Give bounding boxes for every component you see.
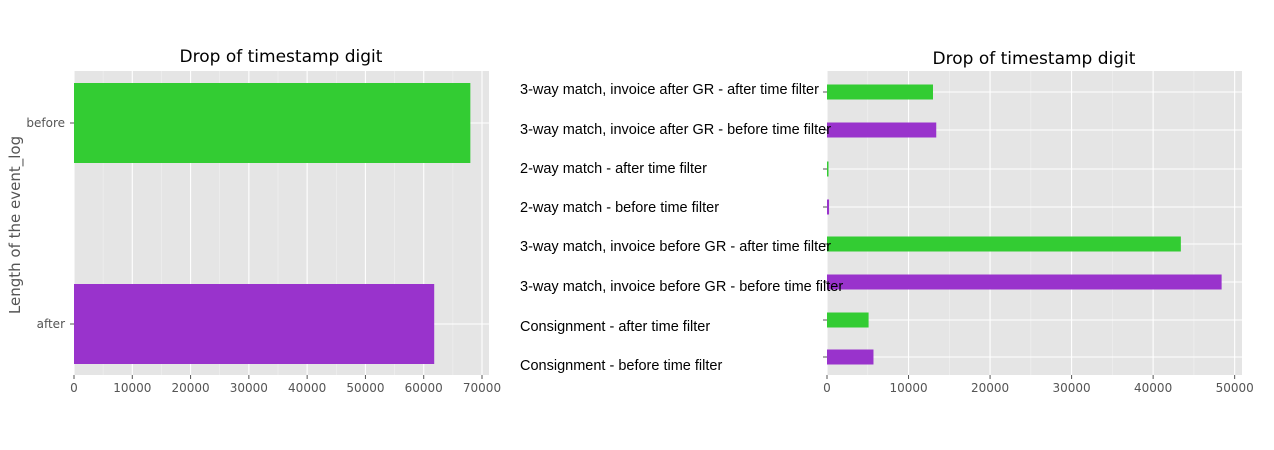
right-x-tick-labels: 0 10000 20000 30000 40000 50000 xyxy=(823,375,1254,395)
bar xyxy=(827,199,830,215)
bar xyxy=(74,284,435,364)
left-bar-chart: before after 0 10000 20000 30000 40000 50000 60… xyxy=(6,47,501,395)
x-tick-label: 60000 xyxy=(405,381,443,395)
left-chart-title: Drop of timestamp digit xyxy=(180,47,383,67)
x-tick-label: 40000 xyxy=(288,381,326,395)
bar xyxy=(827,84,933,100)
y-category-label: 3-way match, invoice before GR - after t… xyxy=(520,239,831,255)
right-bars xyxy=(827,84,1222,365)
bar xyxy=(827,312,869,328)
y-category-label: after xyxy=(37,317,65,331)
x-tick-label: 10000 xyxy=(113,381,151,395)
bar xyxy=(827,349,874,365)
x-tick-label: 70000 xyxy=(463,381,501,395)
bar xyxy=(827,236,1181,252)
left-y-tick-labels: before after xyxy=(26,116,74,331)
left-x-tick-labels: 0 10000 20000 30000 40000 50000 60000 70000 xyxy=(70,375,501,395)
x-tick-label: 40000 xyxy=(1134,381,1172,395)
x-tick-label: 20000 xyxy=(971,381,1009,395)
y-category-label: 3-way match, invoice after GR - after ti… xyxy=(520,82,819,98)
y-category-label: Consignment - before time filter xyxy=(520,358,722,374)
y-category-label: before xyxy=(26,116,65,130)
x-tick-label: 50000 xyxy=(346,381,384,395)
left-y-axis-label: Length of the event_log xyxy=(6,136,25,314)
y-category-label: 3-way match, invoice before GR - before … xyxy=(520,279,843,295)
right-bar-chart: 3-way match, invoice after GR - after ti… xyxy=(520,49,1254,395)
x-tick-label: 0 xyxy=(823,381,831,395)
x-tick-label: 30000 xyxy=(1053,381,1091,395)
left-bars xyxy=(74,83,471,364)
bar xyxy=(827,274,1222,290)
y-category-label: 3-way match, invoice after GR - before t… xyxy=(520,122,831,138)
x-tick-label: 50000 xyxy=(1216,381,1254,395)
bar xyxy=(827,161,829,177)
x-tick-label: 0 xyxy=(70,381,78,395)
x-tick-label: 30000 xyxy=(230,381,268,395)
right-y-tick-labels: 3-way match, invoice after GR - after ti… xyxy=(520,82,843,374)
y-category-label: 2-way match - before time filter xyxy=(520,200,719,216)
y-category-label: 2-way match - after time filter xyxy=(520,161,707,177)
right-chart-title: Drop of timestamp digit xyxy=(933,49,1136,69)
bar xyxy=(74,83,471,163)
y-category-label: Consignment - after time filter xyxy=(520,319,710,335)
right-plot-panel xyxy=(827,71,1242,375)
x-tick-label: 10000 xyxy=(889,381,927,395)
x-tick-label: 20000 xyxy=(171,381,209,395)
bar xyxy=(827,122,937,138)
